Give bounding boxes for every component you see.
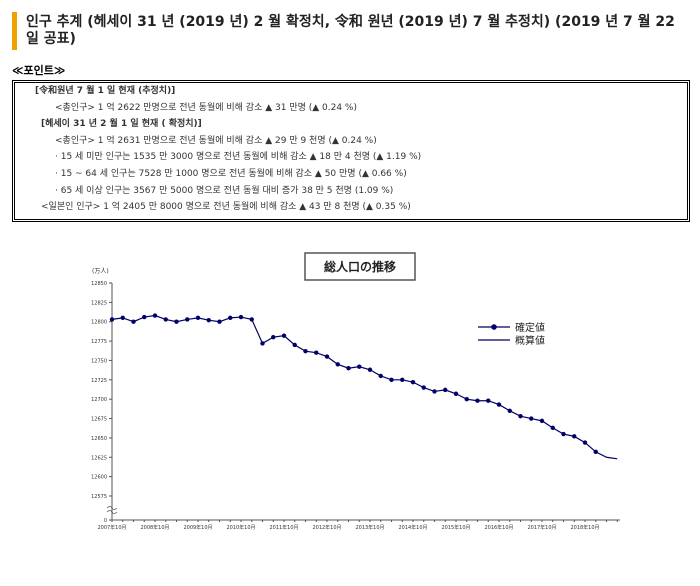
y-tick-label: 12825 <box>91 300 107 306</box>
data-point <box>400 377 405 383</box>
x-tick-label: 2016年10月 <box>484 524 513 531</box>
legend-marker <box>491 324 497 330</box>
data-point <box>303 348 308 354</box>
data-point <box>539 418 545 424</box>
point-line: · 65 세 이상 인구는 3567 만 5000 명으로 전년 동월 대비 증… <box>55 185 394 196</box>
data-point <box>443 387 448 393</box>
data-point <box>432 389 437 394</box>
x-tick-label: 2015年10月 <box>441 524 470 531</box>
data-point <box>421 385 426 390</box>
data-point <box>464 396 469 402</box>
data-point <box>131 319 136 324</box>
x-tick-label: 2012年10月 <box>312 524 341 531</box>
points-box: [令和원년 7 월 1 일 현재 (추정치)] <총인구> 1 억 2622 만명… <box>12 80 690 222</box>
data-point <box>475 398 480 403</box>
data-point <box>561 431 566 437</box>
data-point <box>378 373 383 379</box>
data-point <box>582 440 588 445</box>
y-tick-label: 12675 <box>91 417 107 423</box>
data-point <box>410 379 416 385</box>
data-point <box>367 367 373 372</box>
data-point <box>142 314 147 320</box>
data-point <box>281 333 287 338</box>
data-point <box>324 354 330 359</box>
point-line: · 15 세 미만 인구는 1535 만 3000 명으로 전년 동월에 비해 … <box>55 152 422 163</box>
series-line <box>595 451 618 460</box>
point-line: <총인구> 1 억 2631 만명으로 전년 동월에 비해 감소 ▲ 29 만 … <box>55 135 377 146</box>
data-point <box>314 350 319 355</box>
data-point <box>572 434 577 439</box>
data-point <box>593 449 598 455</box>
data-point <box>292 342 297 348</box>
data-point <box>335 362 340 367</box>
y-tick-label: 12625 <box>91 455 107 461</box>
series-line <box>111 314 597 453</box>
x-tick-label: 2008年10月 <box>140 524 169 531</box>
point-line: [헤세이 31 년 2 월 1 일 현재 ( 확정치)] <box>41 119 202 130</box>
chart-title-box <box>304 252 416 281</box>
data-point <box>185 317 190 322</box>
data-point <box>486 398 491 403</box>
x-tick-label: 2013年10月 <box>355 524 384 531</box>
data-point <box>249 317 254 322</box>
data-point <box>357 364 362 369</box>
x-tick-label: 2010年10月 <box>226 524 255 531</box>
y-tick-label: 12775 <box>91 339 107 345</box>
point-line: · 15 ~ 64 세 인구는 7528 만 1000 명으로 전년 동월에 비… <box>55 168 407 179</box>
x-tick-label: 2007年10月 <box>97 524 126 531</box>
y-tick-label: 12800 <box>91 320 107 326</box>
data-point <box>518 414 523 419</box>
data-point <box>206 317 211 323</box>
point-line: <총인구> 1 억 2622 만명으로 전년 동월에 비해 감소 ▲ 31 만명… <box>55 102 357 113</box>
y-tick-label: 12725 <box>91 378 107 384</box>
data-point <box>238 314 244 320</box>
y-tick-label: 12850 <box>91 281 107 287</box>
chart-title: 総人口の推移 <box>324 259 396 274</box>
page-title: 인구 추계 (헤세이 31 년 (2019 년) 2 월 확정치, 令和 원년 … <box>26 14 675 47</box>
data-point <box>163 317 168 322</box>
y-axis-label: (万人) <box>92 268 109 275</box>
data-point <box>120 315 125 321</box>
data-point <box>174 319 179 324</box>
x-tick-label: 2009年10月 <box>183 524 212 531</box>
point-line: [令和원년 7 월 1 일 현재 (추정치)] <box>35 86 176 96</box>
x-tick-label: 2017年10月 <box>527 524 556 531</box>
data-point <box>152 313 158 318</box>
data-point <box>217 319 222 324</box>
accent-bar <box>12 12 17 50</box>
points-label: ≪포인트≫ <box>12 64 66 77</box>
data-point <box>260 341 265 346</box>
data-point <box>453 391 459 396</box>
y-tick-label: 12650 <box>91 436 107 442</box>
y-tick-label: 12600 <box>91 475 107 481</box>
axis-break <box>106 506 118 514</box>
x-tick-label: 2014年10月 <box>398 524 427 531</box>
x-tick-label: 2018年10月 <box>570 524 599 531</box>
y-tick-label: 12750 <box>91 358 107 364</box>
data-point <box>109 317 115 322</box>
y-tick-label: 12575 <box>91 494 107 500</box>
legend-label: 確定値 <box>515 321 545 334</box>
legend-label: 概算値 <box>515 334 545 347</box>
data-point <box>389 377 394 383</box>
y-tick-label: 0 <box>104 518 107 524</box>
data-point <box>195 315 201 321</box>
y-tick-label: 12700 <box>91 397 107 403</box>
data-point <box>346 366 351 371</box>
data-point <box>228 315 233 321</box>
data-point <box>507 408 512 413</box>
x-tick-label: 2011年10月 <box>269 524 298 531</box>
data-point <box>529 416 534 421</box>
point-line: <일본인 인구> 1 억 2405 만 8000 명으로 전년 동월에 비해 감… <box>41 202 411 213</box>
data-point <box>550 425 555 431</box>
data-point <box>496 402 502 407</box>
data-point <box>271 335 276 340</box>
